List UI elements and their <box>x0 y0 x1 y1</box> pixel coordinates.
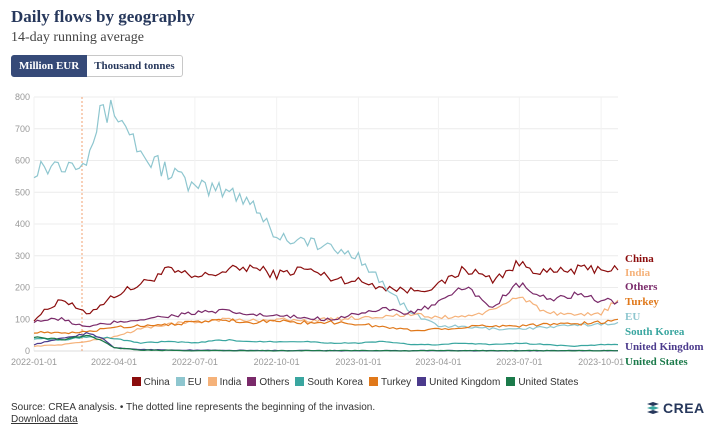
end-label-united-states: United States <box>625 356 688 368</box>
legend-item-india[interactable]: India <box>207 377 242 388</box>
source-note: Source: CREA analysis. • The dotted line… <box>11 402 376 413</box>
y-tick-label: 800 <box>15 92 30 102</box>
legend-swatch <box>506 377 516 386</box>
legend-item-eu[interactable]: EU <box>175 377 202 388</box>
x-tick-label: 2023-01-01 <box>335 357 381 367</box>
legend-swatch <box>207 377 217 386</box>
legend-label: Turkey <box>380 377 412 388</box>
legend: China EU India Others South Korea Turkey Unite… <box>0 377 710 388</box>
legend-label: Others <box>259 377 290 388</box>
legend-label: India <box>219 377 242 388</box>
y-tick-label: 600 <box>15 156 30 166</box>
y-axis: 0 100 200 300 400 500 600 700 800 <box>15 92 30 356</box>
legend-item-turkey[interactable]: Turkey <box>368 377 412 388</box>
unit-toggle: Million EUR Thousand tonnes <box>11 55 183 77</box>
x-tick-label: 2022-10-01 <box>254 357 300 367</box>
legend-item-united-states[interactable]: United States <box>506 377 578 388</box>
legend-item-others[interactable]: Others <box>247 377 289 388</box>
million-eur-button[interactable]: Million EUR <box>11 55 88 77</box>
legend-item-china[interactable]: China <box>131 377 170 388</box>
x-tick-label: 2023-07-01 <box>496 357 542 367</box>
series-line-china <box>33 259 619 322</box>
grid-lines <box>33 96 618 352</box>
download-data-link[interactable]: Download data <box>11 414 78 425</box>
legend-label: EU <box>187 377 202 388</box>
legend-swatch <box>131 377 141 386</box>
y-tick-label: 200 <box>15 283 30 293</box>
series-line-eu <box>33 99 619 331</box>
series-line-others <box>33 281 619 328</box>
legend-swatch <box>175 377 185 386</box>
y-tick-label: 500 <box>15 187 30 197</box>
chart-title: Daily flows by geography <box>11 7 195 26</box>
crea-logo-text: CREA <box>663 400 705 416</box>
legend-label: United States <box>518 377 579 388</box>
thousand-tonnes-button[interactable]: Thousand tonnes <box>87 55 183 77</box>
end-label-china: China <box>625 253 654 265</box>
legend-swatch <box>368 377 378 386</box>
legend-swatch <box>295 377 305 386</box>
y-tick-label: 700 <box>15 124 30 134</box>
end-label-eu: EU <box>625 311 640 323</box>
end-label-united-kingdom: United Kingdom <box>625 341 704 353</box>
legend-label: South Korea <box>307 377 363 388</box>
y-tick-label: 0 <box>25 346 30 356</box>
end-labels: China India Others Turkey EU South Korea Unite… <box>625 253 704 368</box>
x-tick-label: 2022-04-01 <box>91 357 137 367</box>
legend-label: United Kingdom <box>429 377 501 388</box>
end-label-india: India <box>625 267 651 279</box>
series-line-turkey <box>33 318 619 335</box>
end-label-others: Others <box>625 281 658 293</box>
legend-item-south-korea[interactable]: South Korea <box>295 377 363 388</box>
y-tick-label: 300 <box>15 251 30 261</box>
x-tick-label: 2023-10-01 <box>578 357 624 367</box>
legend-label: China <box>143 377 170 388</box>
end-label-south-korea: South Korea <box>625 326 685 338</box>
y-tick-label: 100 <box>15 314 30 324</box>
series-lines <box>33 99 619 352</box>
crea-logo-icon <box>647 402 659 414</box>
chart-subtitle: 14-day running average <box>11 30 144 45</box>
x-axis: 2022-01-01 2022-04-01 2022-07-01 2022-10-01… <box>11 350 624 367</box>
legend-item-united-kingdom[interactable]: United Kingdom <box>417 377 500 388</box>
crea-logo: CREA <box>646 400 705 416</box>
legend-swatch <box>417 377 427 386</box>
x-tick-label: 2022-07-01 <box>172 357 218 367</box>
x-tick-label: 2023-04-01 <box>415 357 461 367</box>
series-line-united-states <box>33 334 619 352</box>
legend-swatch <box>247 377 257 386</box>
series-line-south-korea <box>33 336 619 348</box>
y-tick-label: 400 <box>15 219 30 229</box>
end-label-turkey: Turkey <box>625 296 659 308</box>
x-tick-label: 2022-01-01 <box>11 357 57 367</box>
